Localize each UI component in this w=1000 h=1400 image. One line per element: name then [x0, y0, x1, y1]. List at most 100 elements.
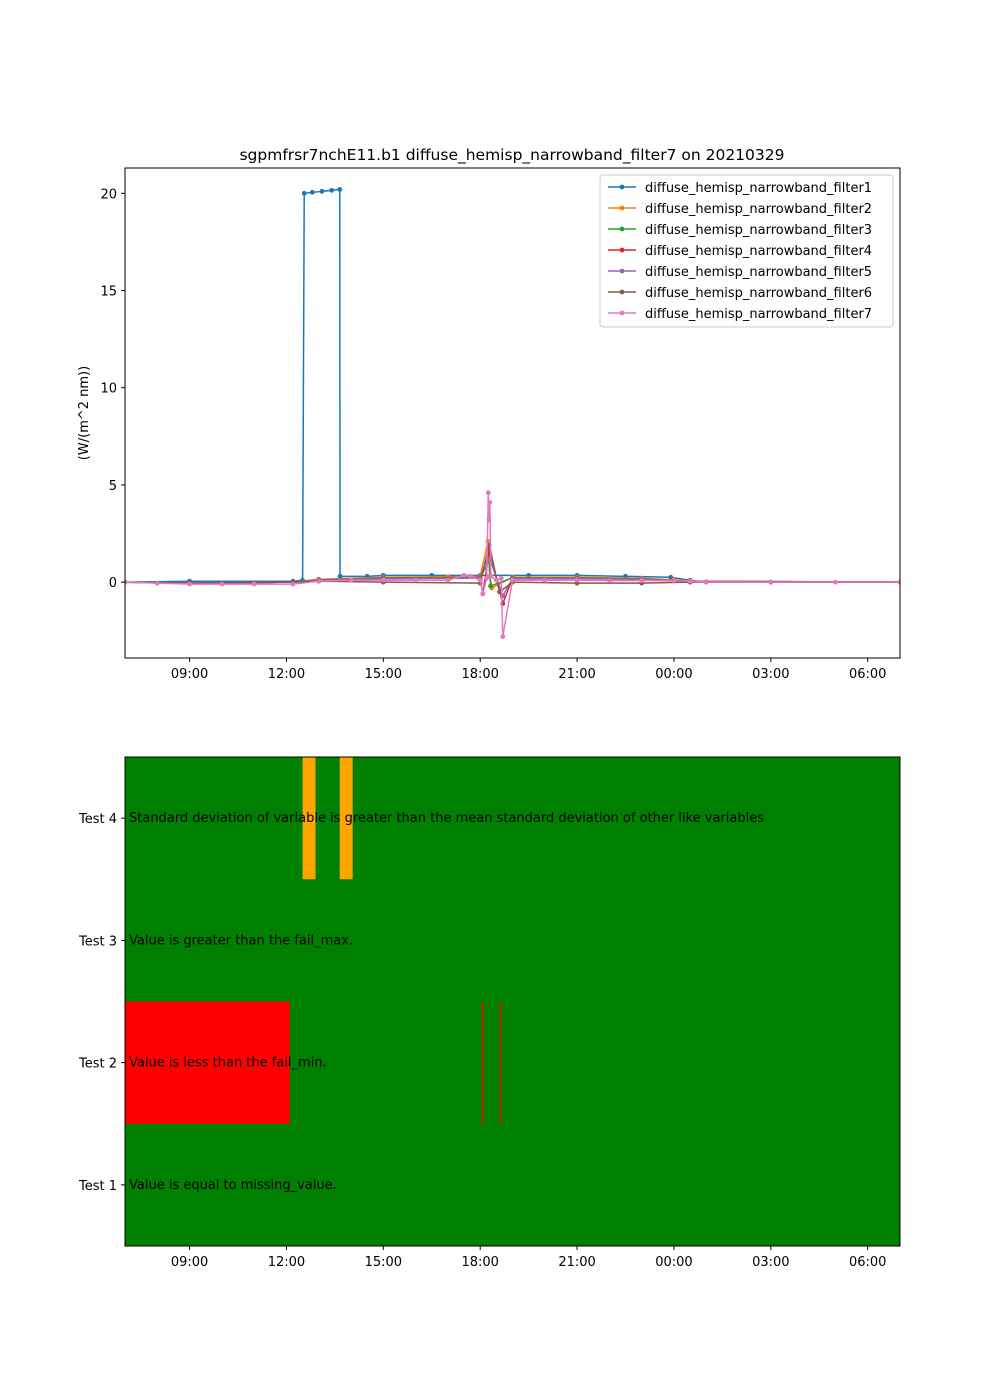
series-line-7	[125, 492, 900, 637]
legend-box	[599, 174, 894, 328]
data-point	[488, 573, 494, 579]
legend-swatch-marker	[619, 289, 625, 295]
data-point	[668, 574, 674, 580]
y-tick-label: 5	[109, 479, 117, 494]
qc-flag-bar	[481, 1001, 484, 1124]
legend-entry: diffuse_hemisp_narrowband_filter4	[645, 244, 872, 259]
x-tick-label: 21:00	[558, 1255, 595, 1270]
data-point	[497, 589, 502, 595]
data-point	[510, 577, 515, 583]
data-point	[461, 572, 467, 578]
qc-flag-chart: Test 4 Standard deviation of variable is …	[78, 756, 901, 1270]
legend-entry: diffuse_hemisp_narrowband_filter5	[645, 265, 872, 280]
data-point	[348, 577, 354, 583]
x-tick-label: 06:00	[849, 667, 886, 682]
qc-flag-bar	[302, 757, 316, 880]
series-line-6	[125, 545, 900, 594]
data-point	[477, 577, 483, 583]
data-point	[500, 634, 506, 640]
x-tick-label: 03:00	[752, 667, 789, 682]
data-point	[703, 579, 709, 585]
data-point	[687, 578, 693, 584]
qc-plot-area: Test 4 Standard deviation of variable is …	[78, 756, 901, 1270]
data-point	[574, 577, 580, 583]
plot-area: 09:00 12:00 15:00 18:00 21:00 00:00 03:00 06:00…	[100, 167, 901, 682]
legend-swatch-marker	[619, 184, 625, 190]
qc-test-description: Value is less than the fail_min.	[129, 1056, 327, 1071]
qc-plot-frame	[124, 756, 901, 1247]
data-point	[316, 578, 322, 584]
data-point	[309, 189, 315, 195]
data-point	[487, 500, 493, 505]
data-point	[219, 581, 225, 587]
legend-entry: diffuse_hemisp_narrowband_filter2	[645, 202, 872, 217]
data-point	[485, 490, 491, 496]
qc-test-description: Value is equal to missing_value.	[129, 1178, 337, 1193]
data-point	[639, 578, 645, 584]
data-point	[671, 578, 677, 584]
series-group	[125, 186, 900, 640]
legend-swatch-marker	[619, 310, 625, 316]
qc-flag-bar	[499, 1001, 502, 1124]
data-point	[486, 517, 492, 523]
data-point	[480, 591, 486, 597]
data-point	[488, 583, 493, 589]
data-point	[301, 190, 307, 196]
data-point	[413, 577, 419, 583]
data-point	[606, 578, 612, 584]
x-tick-label: 21:00	[558, 667, 595, 682]
data-point	[897, 579, 900, 585]
x-tick-label: 12:00	[268, 667, 305, 682]
y-tick-label: 10	[100, 382, 117, 397]
x-tick-label: 09:00	[171, 667, 208, 682]
plot-frame	[124, 167, 901, 659]
legend-swatch-marker	[619, 205, 625, 211]
data-point	[484, 575, 490, 581]
legend-swatch-marker	[619, 226, 625, 232]
data-point	[498, 575, 504, 581]
data-point	[542, 577, 548, 583]
data-point	[337, 573, 343, 579]
x-tick-label: 18:00	[461, 667, 498, 682]
qc-test-description: Value is greater than the fail_max.	[129, 933, 353, 948]
qc-test-label: Test 1	[78, 1179, 117, 1194]
y-tick-label: 20	[100, 187, 117, 202]
x-tick-label: 03:00	[752, 1255, 789, 1270]
legend-entry: diffuse_hemisp_narrowband_filter7	[645, 307, 872, 322]
data-point	[329, 187, 335, 193]
y-axis-label: (W/(m^2 nm))	[77, 366, 92, 460]
data-point	[125, 579, 128, 585]
x-tick-label: 18:00	[461, 1255, 498, 1270]
x-tick-label: 00:00	[655, 667, 692, 682]
data-point	[380, 577, 386, 583]
data-point	[290, 581, 296, 587]
series-line-1	[125, 188, 900, 583]
chart-title: sgpmfrsr7nchE11.b1 diffuse_hemisp_narrow…	[239, 146, 784, 165]
qc-flag-bar	[339, 757, 353, 880]
x-tick-label: 15:00	[365, 1255, 402, 1270]
data-point	[468, 573, 473, 579]
x-tick-label: 12:00	[268, 1255, 305, 1270]
legend-entry: diffuse_hemisp_narrowband_filter1	[645, 181, 872, 196]
legend-swatch-marker	[619, 268, 625, 274]
qc-test-label: Test 4	[78, 812, 117, 827]
x-tick-label: 15:00	[365, 667, 402, 682]
data-point	[187, 581, 192, 587]
x-tick-label: 00:00	[655, 1255, 692, 1270]
legend: diffuse_hemisp_narrowband_filter1diffuse…	[599, 174, 894, 328]
data-point	[833, 579, 838, 585]
qc-test-label: Test 3	[78, 934, 117, 949]
data-point	[319, 188, 325, 194]
y-tick-label: 0	[109, 576, 117, 591]
data-point	[493, 577, 499, 583]
data-point	[768, 579, 774, 585]
x-tick-label: 09:00	[171, 1255, 208, 1270]
data-point	[251, 581, 257, 587]
data-point	[445, 577, 451, 583]
legend-swatch-marker	[619, 247, 625, 253]
qc-test-description: Standard deviation of variable is greate…	[129, 811, 764, 826]
legend-entry: diffuse_hemisp_narrowband_filter6	[645, 286, 872, 301]
qc-test-label: Test 2	[78, 1057, 117, 1072]
y-tick-label: 15	[100, 285, 117, 300]
